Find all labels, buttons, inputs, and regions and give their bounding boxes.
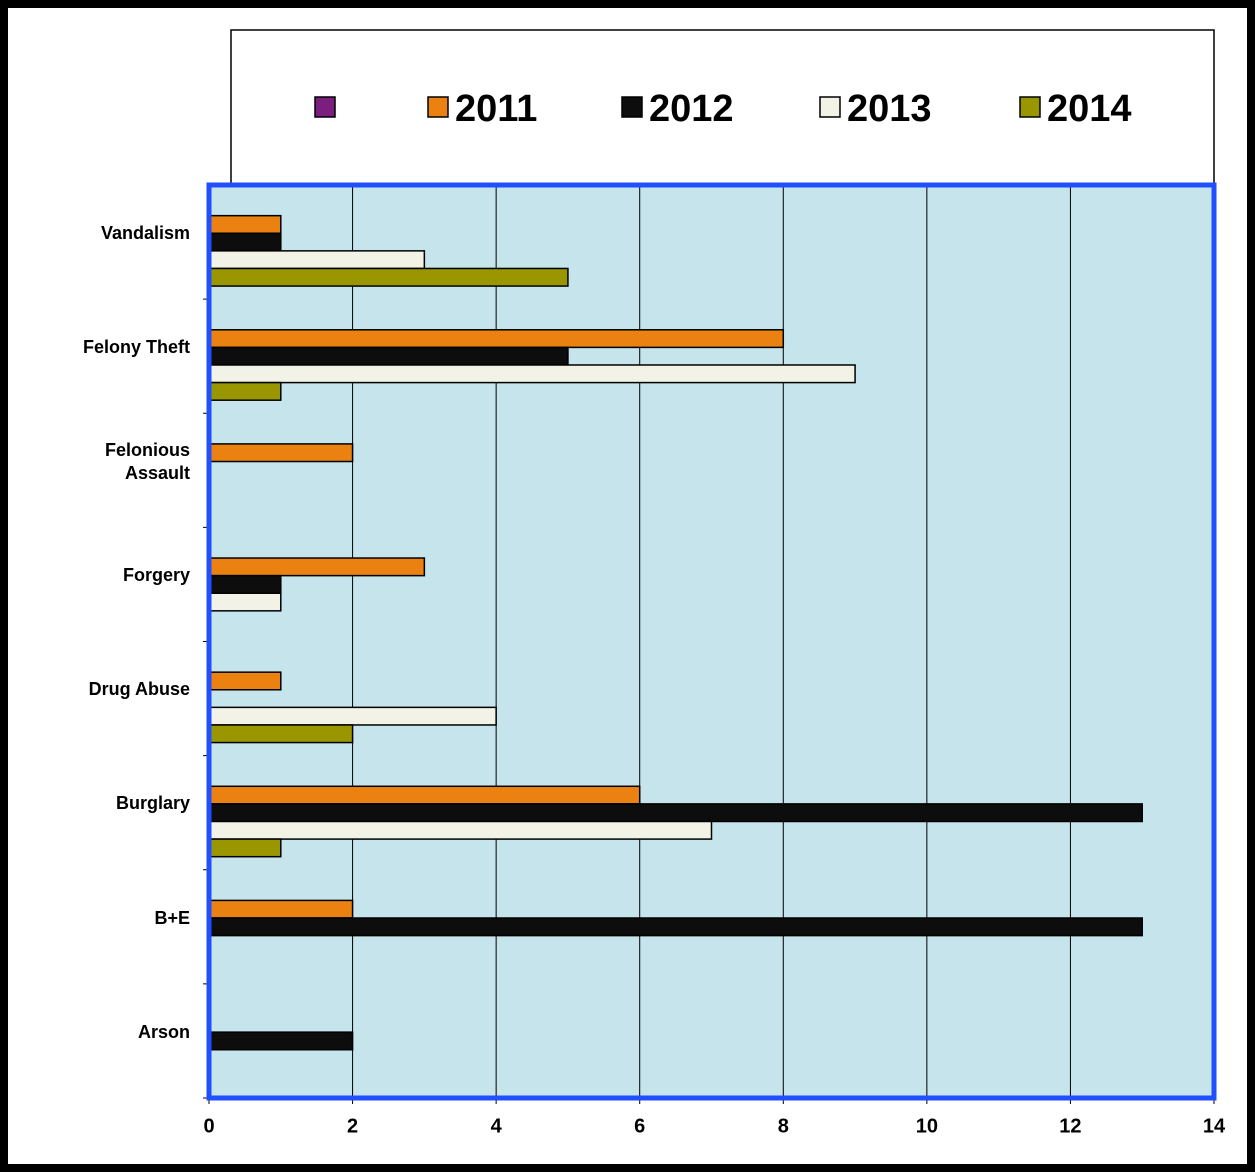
bar bbox=[208, 364, 856, 384]
x-tick-label: 6 bbox=[634, 1115, 645, 1137]
bar bbox=[208, 329, 785, 349]
legend-swatch bbox=[1019, 96, 1041, 118]
legend-swatch bbox=[621, 96, 643, 118]
bar bbox=[208, 214, 282, 235]
bar bbox=[208, 785, 641, 805]
bar bbox=[208, 592, 282, 612]
y-tick-label: Drug Abuse bbox=[88, 679, 190, 700]
legend-swatch bbox=[819, 96, 841, 118]
bar bbox=[208, 899, 354, 919]
legend-swatch bbox=[314, 96, 336, 118]
x-tick-label: 12 bbox=[1059, 1115, 1081, 1137]
bar bbox=[208, 574, 282, 594]
y-tick-label: Arson bbox=[137, 1021, 190, 1042]
legend-swatch bbox=[427, 96, 449, 118]
plot-border bbox=[206, 182, 1217, 1101]
bar bbox=[208, 250, 426, 270]
bar bbox=[208, 917, 1143, 937]
bar bbox=[208, 381, 282, 401]
bar bbox=[208, 820, 713, 840]
bar bbox=[208, 346, 569, 366]
legend-label: 2012 bbox=[649, 88, 734, 130]
bar bbox=[208, 838, 282, 858]
y-tick-label: Vandalism bbox=[100, 222, 190, 243]
x-tick-label: 4 bbox=[491, 1115, 503, 1137]
x-tick-label: 14 bbox=[1203, 1115, 1226, 1137]
y-tick-label: Burglary bbox=[115, 793, 190, 814]
y-tick-label: Forgery bbox=[122, 565, 190, 586]
bar bbox=[208, 232, 282, 252]
x-tick-label: 10 bbox=[916, 1115, 938, 1137]
x-tick-label: 2 bbox=[347, 1115, 358, 1137]
bar bbox=[208, 706, 497, 726]
legend-box bbox=[230, 29, 1215, 186]
bar bbox=[208, 724, 354, 744]
bar bbox=[208, 267, 569, 287]
plot-area bbox=[209, 185, 1214, 1098]
y-tick-label: B+E bbox=[154, 907, 190, 928]
legend-label: 2011 bbox=[455, 88, 537, 130]
legend-label: 2013 bbox=[847, 88, 932, 130]
x-tick-label: 0 bbox=[203, 1115, 214, 1137]
y-tick-label: Felonious Assault bbox=[105, 439, 190, 483]
bar bbox=[208, 443, 354, 463]
x-tick-label: 8 bbox=[778, 1115, 789, 1137]
bar bbox=[208, 671, 282, 691]
bar bbox=[208, 557, 426, 577]
bar bbox=[208, 803, 1143, 823]
legend-label: 2014 bbox=[1047, 88, 1132, 130]
y-tick-label: Felony Theft bbox=[83, 336, 190, 357]
bar bbox=[208, 1031, 354, 1051]
